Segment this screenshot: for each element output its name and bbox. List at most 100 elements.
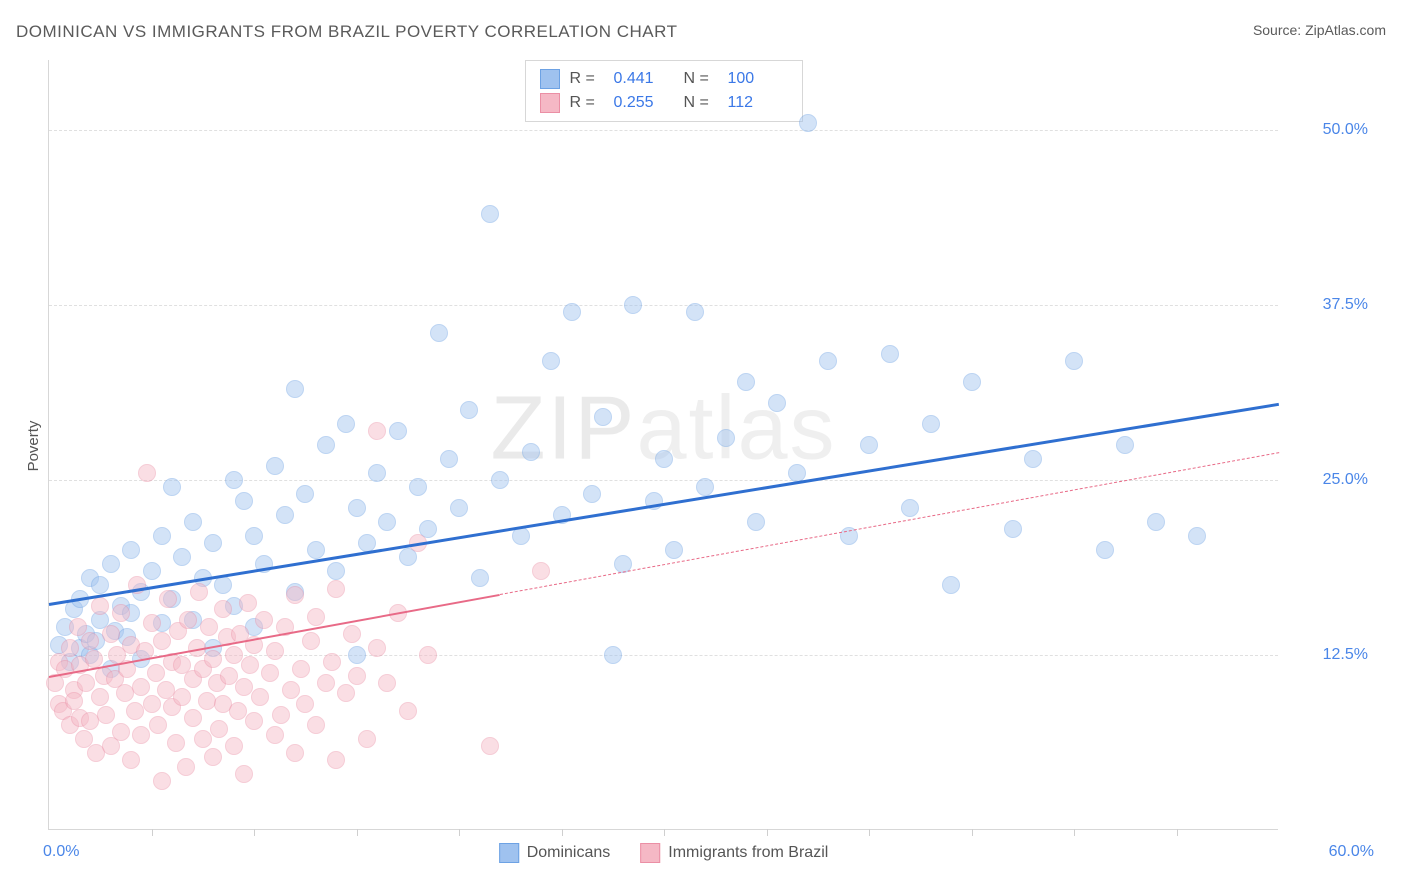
scatter-point [173, 548, 191, 566]
scatter-point [132, 678, 150, 696]
scatter-point [450, 499, 468, 517]
scatter-point [624, 296, 642, 314]
legend-r-value: 0.441 [614, 67, 674, 91]
trend-line [49, 403, 1279, 606]
scatter-point [881, 345, 899, 363]
scatter-point [594, 408, 612, 426]
scatter-point [717, 429, 735, 447]
x-tick [767, 829, 768, 836]
scatter-point [1065, 352, 1083, 370]
scatter-point [481, 205, 499, 223]
scatter-point [143, 562, 161, 580]
scatter-point [81, 632, 99, 650]
scatter-point [358, 730, 376, 748]
legend-correlation: R = 0.441 N = 100 R = 0.255 N = 112 [525, 60, 803, 122]
scatter-point [292, 660, 310, 678]
scatter-point [532, 562, 550, 580]
scatter-point [1188, 527, 1206, 545]
scatter-point [1116, 436, 1134, 454]
y-axis-label: Poverty [25, 421, 42, 472]
scatter-point [266, 457, 284, 475]
scatter-point [266, 642, 284, 660]
scatter-point [102, 555, 120, 573]
scatter-point [491, 471, 509, 489]
x-tick [152, 829, 153, 836]
scatter-point [655, 450, 673, 468]
scatter-point [194, 730, 212, 748]
legend-n-value: 100 [728, 67, 788, 91]
scatter-point [389, 422, 407, 440]
scatter-point [296, 485, 314, 503]
x-tick [1074, 829, 1075, 836]
scatter-point [132, 726, 150, 744]
scatter-point [153, 772, 171, 790]
scatter-point [286, 380, 304, 398]
x-end-label: 60.0% [1329, 843, 1374, 861]
scatter-point [229, 702, 247, 720]
scatter-point [190, 583, 208, 601]
scatter-point [901, 499, 919, 517]
scatter-point [214, 576, 232, 594]
scatter-point [179, 611, 197, 629]
scatter-point [204, 650, 222, 668]
scatter-point [665, 541, 683, 559]
scatter-point [65, 692, 83, 710]
scatter-point [200, 618, 218, 636]
scatter-point [399, 702, 417, 720]
scatter-point [163, 478, 181, 496]
scatter-point [440, 450, 458, 468]
scatter-point [210, 720, 228, 738]
legend-label: Immigrants from Brazil [668, 844, 828, 862]
scatter-point [225, 646, 243, 664]
scatter-point [225, 737, 243, 755]
scatter-point [307, 541, 325, 559]
scatter-point [266, 726, 284, 744]
scatter-point [167, 734, 185, 752]
scatter-point [460, 401, 478, 419]
legend-swatch [640, 843, 660, 863]
scatter-point [286, 744, 304, 762]
gridline [49, 130, 1278, 131]
scatter-point [378, 513, 396, 531]
scatter-point [327, 580, 345, 598]
scatter-point [963, 373, 981, 391]
scatter-point [583, 485, 601, 503]
scatter-point [307, 608, 325, 626]
scatter-point [173, 688, 191, 706]
scatter-point [116, 684, 134, 702]
scatter-point [348, 646, 366, 664]
y-tick-label: 50.0% [1323, 121, 1368, 139]
scatter-point [198, 692, 216, 710]
scatter-point [91, 688, 109, 706]
scatter-point [819, 352, 837, 370]
scatter-point [225, 471, 243, 489]
scatter-point [61, 639, 79, 657]
scatter-point [337, 684, 355, 702]
scatter-point [922, 415, 940, 433]
legend-n-value: 112 [728, 91, 788, 115]
scatter-point [282, 681, 300, 699]
scatter-point [122, 751, 140, 769]
scatter-point [522, 443, 540, 461]
legend-n-label: N = [684, 67, 718, 91]
chart-container: DOMINICAN VS IMMIGRANTS FROM BRAZIL POVE… [0, 0, 1406, 892]
scatter-point [276, 506, 294, 524]
scatter-point [378, 674, 396, 692]
scatter-point [184, 709, 202, 727]
scatter-point [696, 478, 714, 496]
scatter-point [481, 737, 499, 755]
scatter-point [327, 562, 345, 580]
x-tick [562, 829, 563, 836]
scatter-point [153, 527, 171, 545]
chart-title: DOMINICAN VS IMMIGRANTS FROM BRAZIL POVE… [16, 22, 677, 42]
scatter-point [235, 492, 253, 510]
scatter-point [323, 653, 341, 671]
x-tick [459, 829, 460, 836]
gridline [49, 305, 1278, 306]
scatter-point [368, 639, 386, 657]
legend-item: Dominicans [499, 843, 611, 863]
legend-row: R = 0.255 N = 112 [540, 91, 788, 115]
scatter-point [122, 541, 140, 559]
scatter-point [337, 415, 355, 433]
scatter-point [368, 464, 386, 482]
